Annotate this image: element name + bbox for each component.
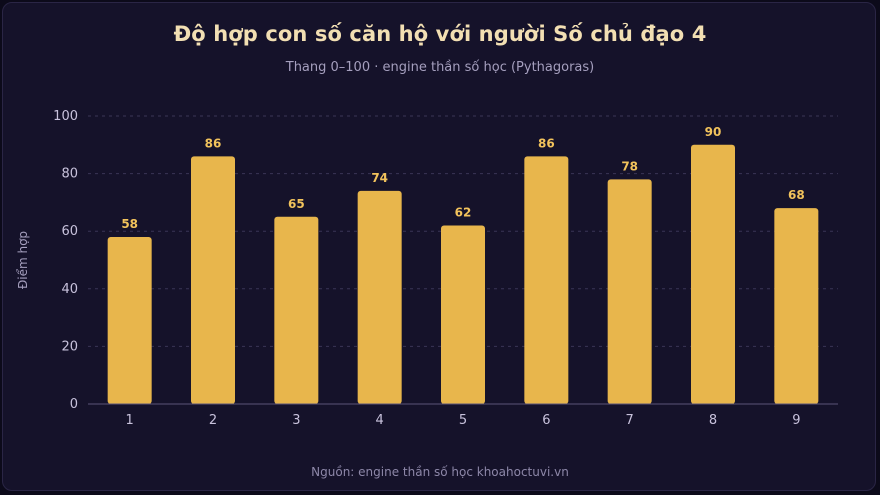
data-label: 58 [121, 217, 138, 231]
y-axis-ticks: 0 20 40 60 80 100 [53, 109, 78, 412]
x-tick-label: 8 [709, 413, 717, 428]
data-label: 62 [455, 205, 472, 219]
bar [607, 179, 652, 404]
bar [774, 208, 819, 404]
chart-title: Độ hợp con số căn hộ với người Số chủ đạ… [173, 22, 707, 46]
y-tick-label: 80 [61, 167, 78, 182]
data-labels: 58 86 65 74 62 86 78 90 68 [121, 125, 804, 231]
x-tick-label: 6 [542, 413, 550, 428]
data-label: 86 [205, 136, 222, 150]
bar [441, 225, 485, 404]
data-label: 90 [705, 125, 722, 139]
bar [357, 190, 402, 404]
x-tick-label: 1 [126, 413, 134, 428]
bar [691, 144, 735, 405]
bars [107, 144, 819, 405]
x-tick-label: 3 [292, 413, 300, 428]
y-tick-label: 20 [61, 339, 78, 354]
data-label: 78 [621, 159, 638, 173]
y-tick-label: 60 [61, 224, 78, 239]
y-tick-label: 100 [53, 109, 78, 124]
chart-source: Nguồn: engine thần số học khoahoctuvi.vn [311, 465, 569, 479]
bar [274, 216, 319, 404]
data-label: 65 [288, 197, 305, 211]
data-label: 68 [788, 188, 805, 202]
x-tick-label: 5 [459, 413, 467, 428]
data-label: 74 [371, 171, 388, 185]
x-tick-label: 2 [209, 413, 217, 428]
chart-subtitle: Thang 0–100 · engine thần số học (Pythag… [285, 60, 595, 75]
x-tick-label: 4 [376, 413, 384, 428]
data-label: 86 [538, 136, 555, 150]
y-tick-label: 0 [70, 397, 78, 412]
bar [191, 156, 235, 404]
bar [107, 236, 152, 404]
y-axis-label: Điểm hợp [16, 231, 30, 289]
bar [524, 156, 569, 404]
x-tick-label: 7 [626, 413, 634, 428]
y-tick-label: 40 [61, 282, 78, 297]
x-tick-label: 9 [792, 413, 800, 428]
x-axis-ticks: 1 2 3 4 5 6 7 8 9 [126, 413, 801, 428]
